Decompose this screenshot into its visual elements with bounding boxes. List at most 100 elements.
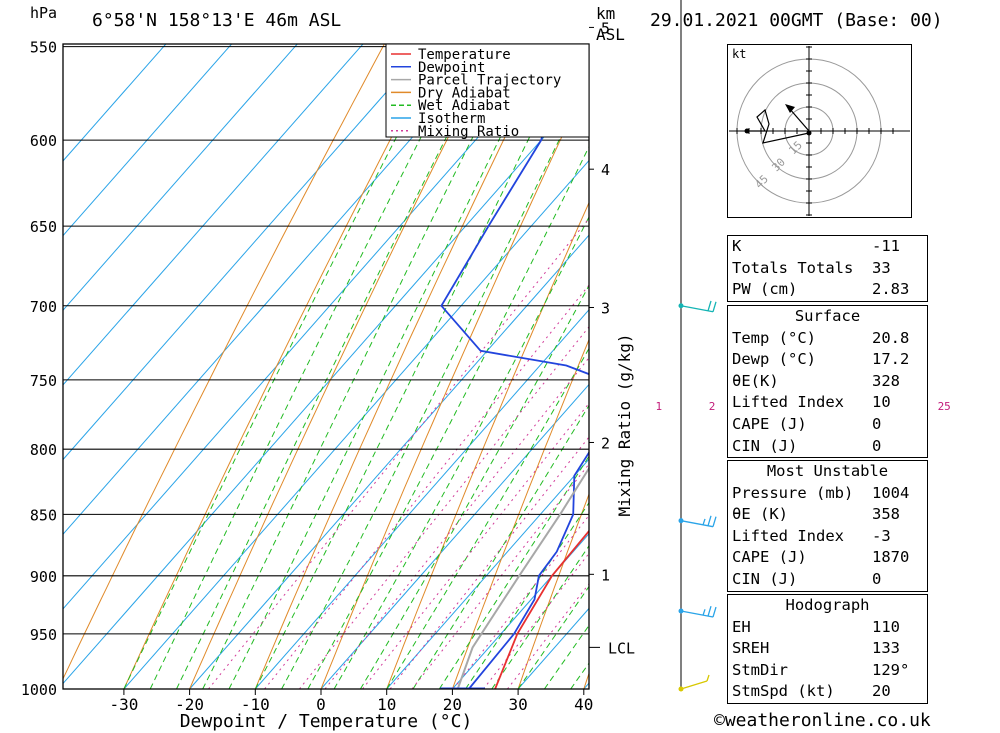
row-value: 20.8 xyxy=(872,328,910,347)
x-tick-label: 30 xyxy=(508,695,527,714)
legend-label: Mixing Ratio xyxy=(418,124,519,140)
table-row: Totals Totals 33 xyxy=(728,258,927,280)
copyright-link[interactable]: ©weatheronline.co.uk xyxy=(714,710,931,731)
row-label: EH xyxy=(732,617,751,636)
km-tick-label: 2 xyxy=(601,434,610,452)
mixing-ratio-label: 2 xyxy=(709,400,716,413)
x-tick-label: 0 xyxy=(316,695,326,714)
most-unstable-title: Most Unstable xyxy=(766,462,889,480)
isotherm-line xyxy=(189,234,589,689)
hodograph-table-panel: Hodograph EH 110 SREH 133 StmDir 129° StmSpd (… xyxy=(727,594,928,704)
y-tick-label: 900 xyxy=(30,568,57,586)
x-tick-label: -10 xyxy=(241,695,270,714)
table-row: CIN (J) 0 xyxy=(728,436,927,458)
series-parcel-trajectory-line xyxy=(456,466,589,689)
x-tick-label: 40 xyxy=(574,695,593,714)
dry-adiabat-line xyxy=(451,338,589,689)
y-tick-label: 1000 xyxy=(21,681,57,699)
legend-label: Wet Adiabat xyxy=(418,98,511,114)
y-tick-label: 650 xyxy=(30,218,57,236)
row-label: StmDir xyxy=(732,660,788,679)
table-row: θE (K) 358 xyxy=(728,504,927,526)
legend-label: Parcel Trajectory xyxy=(418,73,561,89)
isotherm-line xyxy=(63,44,496,535)
row-label: θE (K) xyxy=(732,505,788,524)
y-tick-label: 850 xyxy=(30,506,57,524)
wet-adiabat-line xyxy=(333,215,589,689)
row-value: 10 xyxy=(872,393,891,412)
x-tick-label: -20 xyxy=(175,695,204,714)
wind-barb xyxy=(678,674,710,692)
y-tick-label: 950 xyxy=(30,626,57,644)
wet-adiabat-line xyxy=(281,78,589,689)
pressure-unit-label: hPa xyxy=(30,4,58,22)
row-label: Pressure (mb) xyxy=(732,483,854,502)
y-tick-label: 550 xyxy=(30,39,57,57)
row-value: 17.2 xyxy=(872,350,910,369)
wind-barb xyxy=(678,300,717,313)
row-value: 0 xyxy=(872,569,882,588)
hodograph-trace xyxy=(747,108,810,144)
surface-panel: Surface Temp (°C) 20.8 Dewp (°C) 17.2 θE(K) 3… xyxy=(727,305,928,459)
x-axis-label: Dewpoint / Temperature (°C) xyxy=(180,711,473,732)
date-title: 29.01.2021 00GMT (Base: 00) xyxy=(650,10,943,31)
row-label: SREH xyxy=(732,639,770,658)
y-tick-label: 750 xyxy=(30,372,57,390)
dry-adiabat-line xyxy=(517,492,589,689)
y-tick-label: 600 xyxy=(30,132,57,150)
mixing-ratio-axis-label: Mixing Ratio (g/kg) xyxy=(615,333,634,516)
row-label: Lifted Index xyxy=(732,526,844,545)
mixing-ratio-label: 25 xyxy=(938,400,951,413)
series-dewpoint-line xyxy=(440,53,589,689)
storm-motion-arrowhead xyxy=(785,104,795,113)
table-row: Lifted Index -3 xyxy=(728,526,927,548)
storm-motion-arrow xyxy=(788,107,810,132)
location-title: 6°58'N 158°13'E 46m ASL xyxy=(92,10,342,31)
row-label: CIN (J) xyxy=(732,436,798,455)
km-unit-label: km xyxy=(596,4,616,23)
row-value: 133 xyxy=(872,639,900,658)
row-value: 129° xyxy=(872,660,910,679)
most-unstable-panel: Most Unstable Pressure (mb) 1004 θE (K) 358… xyxy=(727,460,928,592)
y-tick-label: 700 xyxy=(30,298,57,316)
row-value: -11 xyxy=(872,237,900,255)
row-label: K xyxy=(732,237,742,255)
km-tick-label: 3 xyxy=(601,299,610,317)
indices-panel: K -11 Totals Totals 33 PW (cm) 2.83 xyxy=(727,235,928,302)
isotherm-line xyxy=(63,85,589,685)
isotherm-line xyxy=(320,383,589,689)
row-label: PW (cm) xyxy=(732,280,798,299)
row-value: 0 xyxy=(872,436,882,455)
row-label: θE(K) xyxy=(732,371,779,390)
row-value: 20 xyxy=(872,682,891,701)
row-value: 358 xyxy=(872,505,900,524)
row-label: StmSpd (kt) xyxy=(732,682,835,701)
row-label: Temp (°C) xyxy=(732,328,816,347)
wet-adiabat-line xyxy=(491,544,589,689)
table-row: StmDir 129° xyxy=(728,660,927,682)
isotherm-line xyxy=(63,44,561,610)
km-tick-label: 4 xyxy=(601,161,610,179)
table-row: CIN (J) 0 xyxy=(728,569,927,591)
row-value: 1004 xyxy=(872,483,910,502)
table-row: CAPE (J) 1870 xyxy=(728,547,927,569)
x-tick-label: 20 xyxy=(443,695,462,714)
table-row: PW (cm) 2.83 xyxy=(728,279,927,301)
row-label: Dewp (°C) xyxy=(732,350,816,369)
km-tick-label: 5 xyxy=(601,19,610,37)
row-value: 1870 xyxy=(872,548,910,567)
table-row: SREH 133 xyxy=(728,638,927,660)
table-row: θE(K) 328 xyxy=(728,371,927,393)
row-label: Totals Totals xyxy=(732,258,854,277)
hodograph-unit-label: kt xyxy=(732,47,746,61)
isotherm-line xyxy=(123,159,589,689)
row-value: -3 xyxy=(872,526,891,545)
y-tick-label: 800 xyxy=(30,441,57,459)
mixing-ratio-line xyxy=(324,356,589,689)
dry-adiabat-line xyxy=(978,0,1000,689)
table-row: Pressure (mb) 1004 xyxy=(728,483,927,505)
hodograph-point xyxy=(744,128,750,134)
row-label: Lifted Index xyxy=(732,393,844,412)
plot-frame xyxy=(62,43,590,690)
legend-label: Dewpoint xyxy=(418,60,485,76)
